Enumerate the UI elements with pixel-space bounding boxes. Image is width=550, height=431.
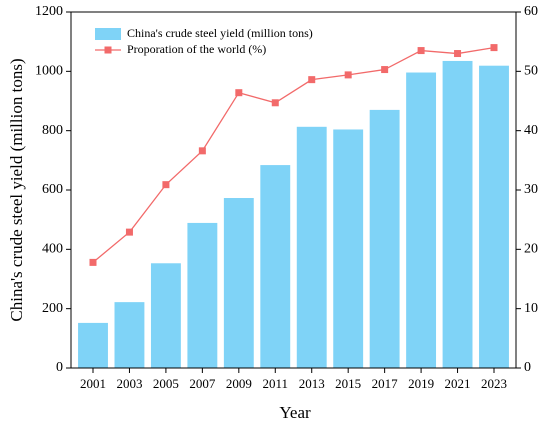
marker — [490, 44, 498, 52]
bar — [296, 126, 327, 368]
marker — [344, 71, 352, 79]
bar — [369, 109, 400, 369]
bar — [333, 129, 364, 368]
y2-tick-label: 0 — [524, 360, 531, 375]
legend-label: Proporation of the world (%) — [127, 42, 266, 56]
bar — [260, 165, 291, 368]
legend-marker — [104, 46, 112, 54]
marker — [89, 258, 97, 266]
x-tick-label: 2003 — [116, 376, 142, 391]
x-tick-label: 2021 — [445, 376, 471, 391]
y-axis-label: China's crude steel yield (million tons) — [7, 58, 26, 321]
x-tick-label: 2011 — [263, 376, 289, 391]
marker — [235, 89, 243, 97]
bar — [406, 72, 437, 369]
marker — [271, 99, 279, 107]
bar — [114, 302, 145, 368]
y-tick-label: 400 — [42, 242, 63, 257]
bar — [479, 65, 509, 369]
y-tick-label: 200 — [42, 301, 63, 316]
y-tick-label: 800 — [42, 123, 63, 138]
legend-swatch — [95, 28, 121, 40]
y2-tick-label: 30 — [524, 182, 538, 197]
y-tick-label: 600 — [42, 182, 63, 197]
marker — [417, 47, 425, 55]
x-tick-label: 2017 — [372, 376, 399, 391]
x-tick-label: 2019 — [408, 376, 434, 391]
x-tick-label: 2001 — [80, 376, 106, 391]
x-tick-label: 2015 — [335, 376, 361, 391]
line — [92, 46, 495, 263]
marker — [381, 66, 389, 74]
marker — [454, 50, 462, 58]
legend-label: China's crude steel yield (million tons) — [127, 26, 313, 40]
y2-tick-label: 60 — [524, 4, 538, 19]
bar — [187, 222, 218, 368]
bar — [150, 263, 181, 368]
x-tick-label: 2023 — [481, 376, 507, 391]
bar — [223, 198, 254, 368]
y-tick-label: 1000 — [35, 64, 63, 79]
x-tick-label: 2005 — [153, 376, 179, 391]
marker — [162, 181, 170, 189]
y2-tick-label: 50 — [524, 64, 538, 79]
y-tick-label: 1200 — [35, 4, 63, 19]
marker — [198, 147, 206, 155]
marker — [308, 76, 316, 84]
y2-tick-label: 10 — [524, 301, 538, 316]
y-tick-label: 0 — [56, 360, 63, 375]
x-tick-label: 2009 — [226, 376, 252, 391]
bar — [442, 60, 473, 368]
x-tick-label: 2007 — [189, 376, 216, 391]
y2-tick-label: 40 — [524, 123, 538, 138]
x-axis-label: Year — [279, 403, 311, 422]
marker — [125, 228, 133, 236]
bar — [78, 322, 108, 368]
y2-tick-label: 20 — [524, 242, 538, 257]
x-tick-label: 2013 — [299, 376, 325, 391]
